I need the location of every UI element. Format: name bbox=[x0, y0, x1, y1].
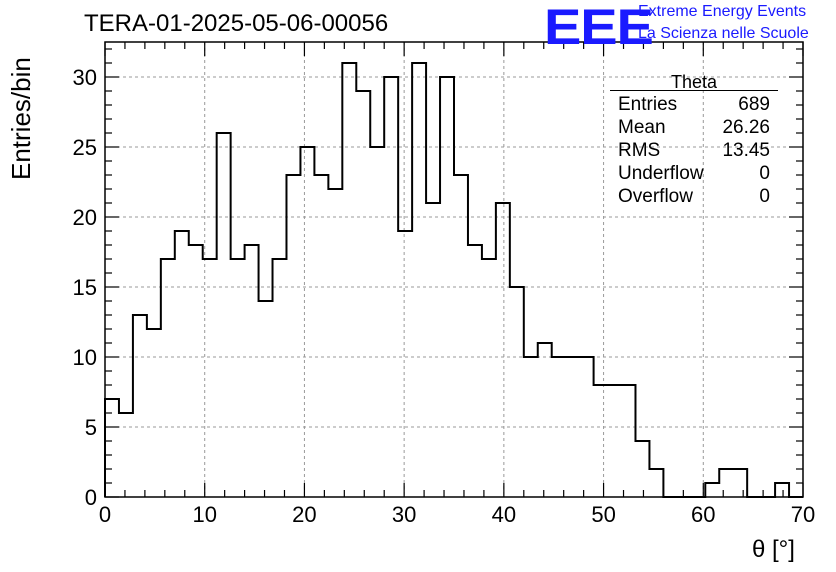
y-tick-label: 15 bbox=[73, 275, 97, 300]
x-tick-label: 10 bbox=[192, 502, 216, 527]
stats-label: Entries bbox=[618, 94, 678, 115]
stats-row-overflow: Overflow 0 bbox=[610, 185, 778, 208]
x-tick-label: 50 bbox=[591, 502, 615, 527]
x-tick-label: 20 bbox=[292, 502, 316, 527]
stats-row-rms: RMS 13.45 bbox=[610, 139, 778, 162]
logo-line-2: La Scienza nelle Scuole bbox=[638, 25, 809, 42]
stats-label: Overflow bbox=[618, 186, 693, 207]
stats-label: Mean bbox=[618, 117, 666, 138]
stats-row-entries: Entries 689 bbox=[610, 93, 778, 116]
eee-logo: EEE bbox=[544, 0, 654, 55]
stats-title: Theta bbox=[610, 73, 778, 91]
x-tick-label: 60 bbox=[691, 502, 715, 527]
x-tick-label: 40 bbox=[492, 502, 516, 527]
stats-value: 0 bbox=[759, 163, 770, 184]
axis-tick-labels: 0 10 20 30 40 50 60 70 0 5 10 15 20 25 30 bbox=[73, 65, 816, 527]
x-tick-label: 30 bbox=[392, 502, 416, 527]
y-tick-label: 10 bbox=[73, 345, 97, 370]
x-tick-label: 70 bbox=[791, 502, 815, 527]
stats-row-mean: Mean 26.26 bbox=[610, 116, 778, 139]
y-tick-label: 0 bbox=[85, 485, 97, 510]
y-tick-label: 20 bbox=[73, 205, 97, 230]
stats-box: Theta Entries 689 Mean 26.26 RMS 13.45 U… bbox=[610, 73, 778, 208]
y-tick-label: 5 bbox=[85, 415, 97, 440]
plot-frame bbox=[104, 41, 804, 498]
y-tick-label: 25 bbox=[73, 135, 97, 160]
stats-value: 26.26 bbox=[722, 117, 770, 138]
chart-title: TERA-01-2025-05-06-00056 bbox=[84, 10, 389, 37]
stats-value: 689 bbox=[738, 94, 770, 115]
stats-label: Underflow bbox=[618, 163, 704, 184]
stats-value: 0 bbox=[759, 186, 770, 207]
x-axis-label: θ [°] bbox=[752, 536, 795, 563]
y-axis-label: Entries/bin bbox=[6, 57, 36, 180]
axis-ticks bbox=[104, 42, 804, 498]
y-tick-label: 30 bbox=[73, 65, 97, 90]
x-tick-label: 0 bbox=[99, 502, 111, 527]
stats-value: 13.45 bbox=[722, 140, 770, 161]
logo-line-1: Extreme Energy Events bbox=[638, 3, 807, 20]
histogram-step-line bbox=[104, 62, 803, 498]
stats-row-underflow: Underflow 0 bbox=[610, 162, 778, 185]
stats-label: RMS bbox=[618, 140, 661, 161]
